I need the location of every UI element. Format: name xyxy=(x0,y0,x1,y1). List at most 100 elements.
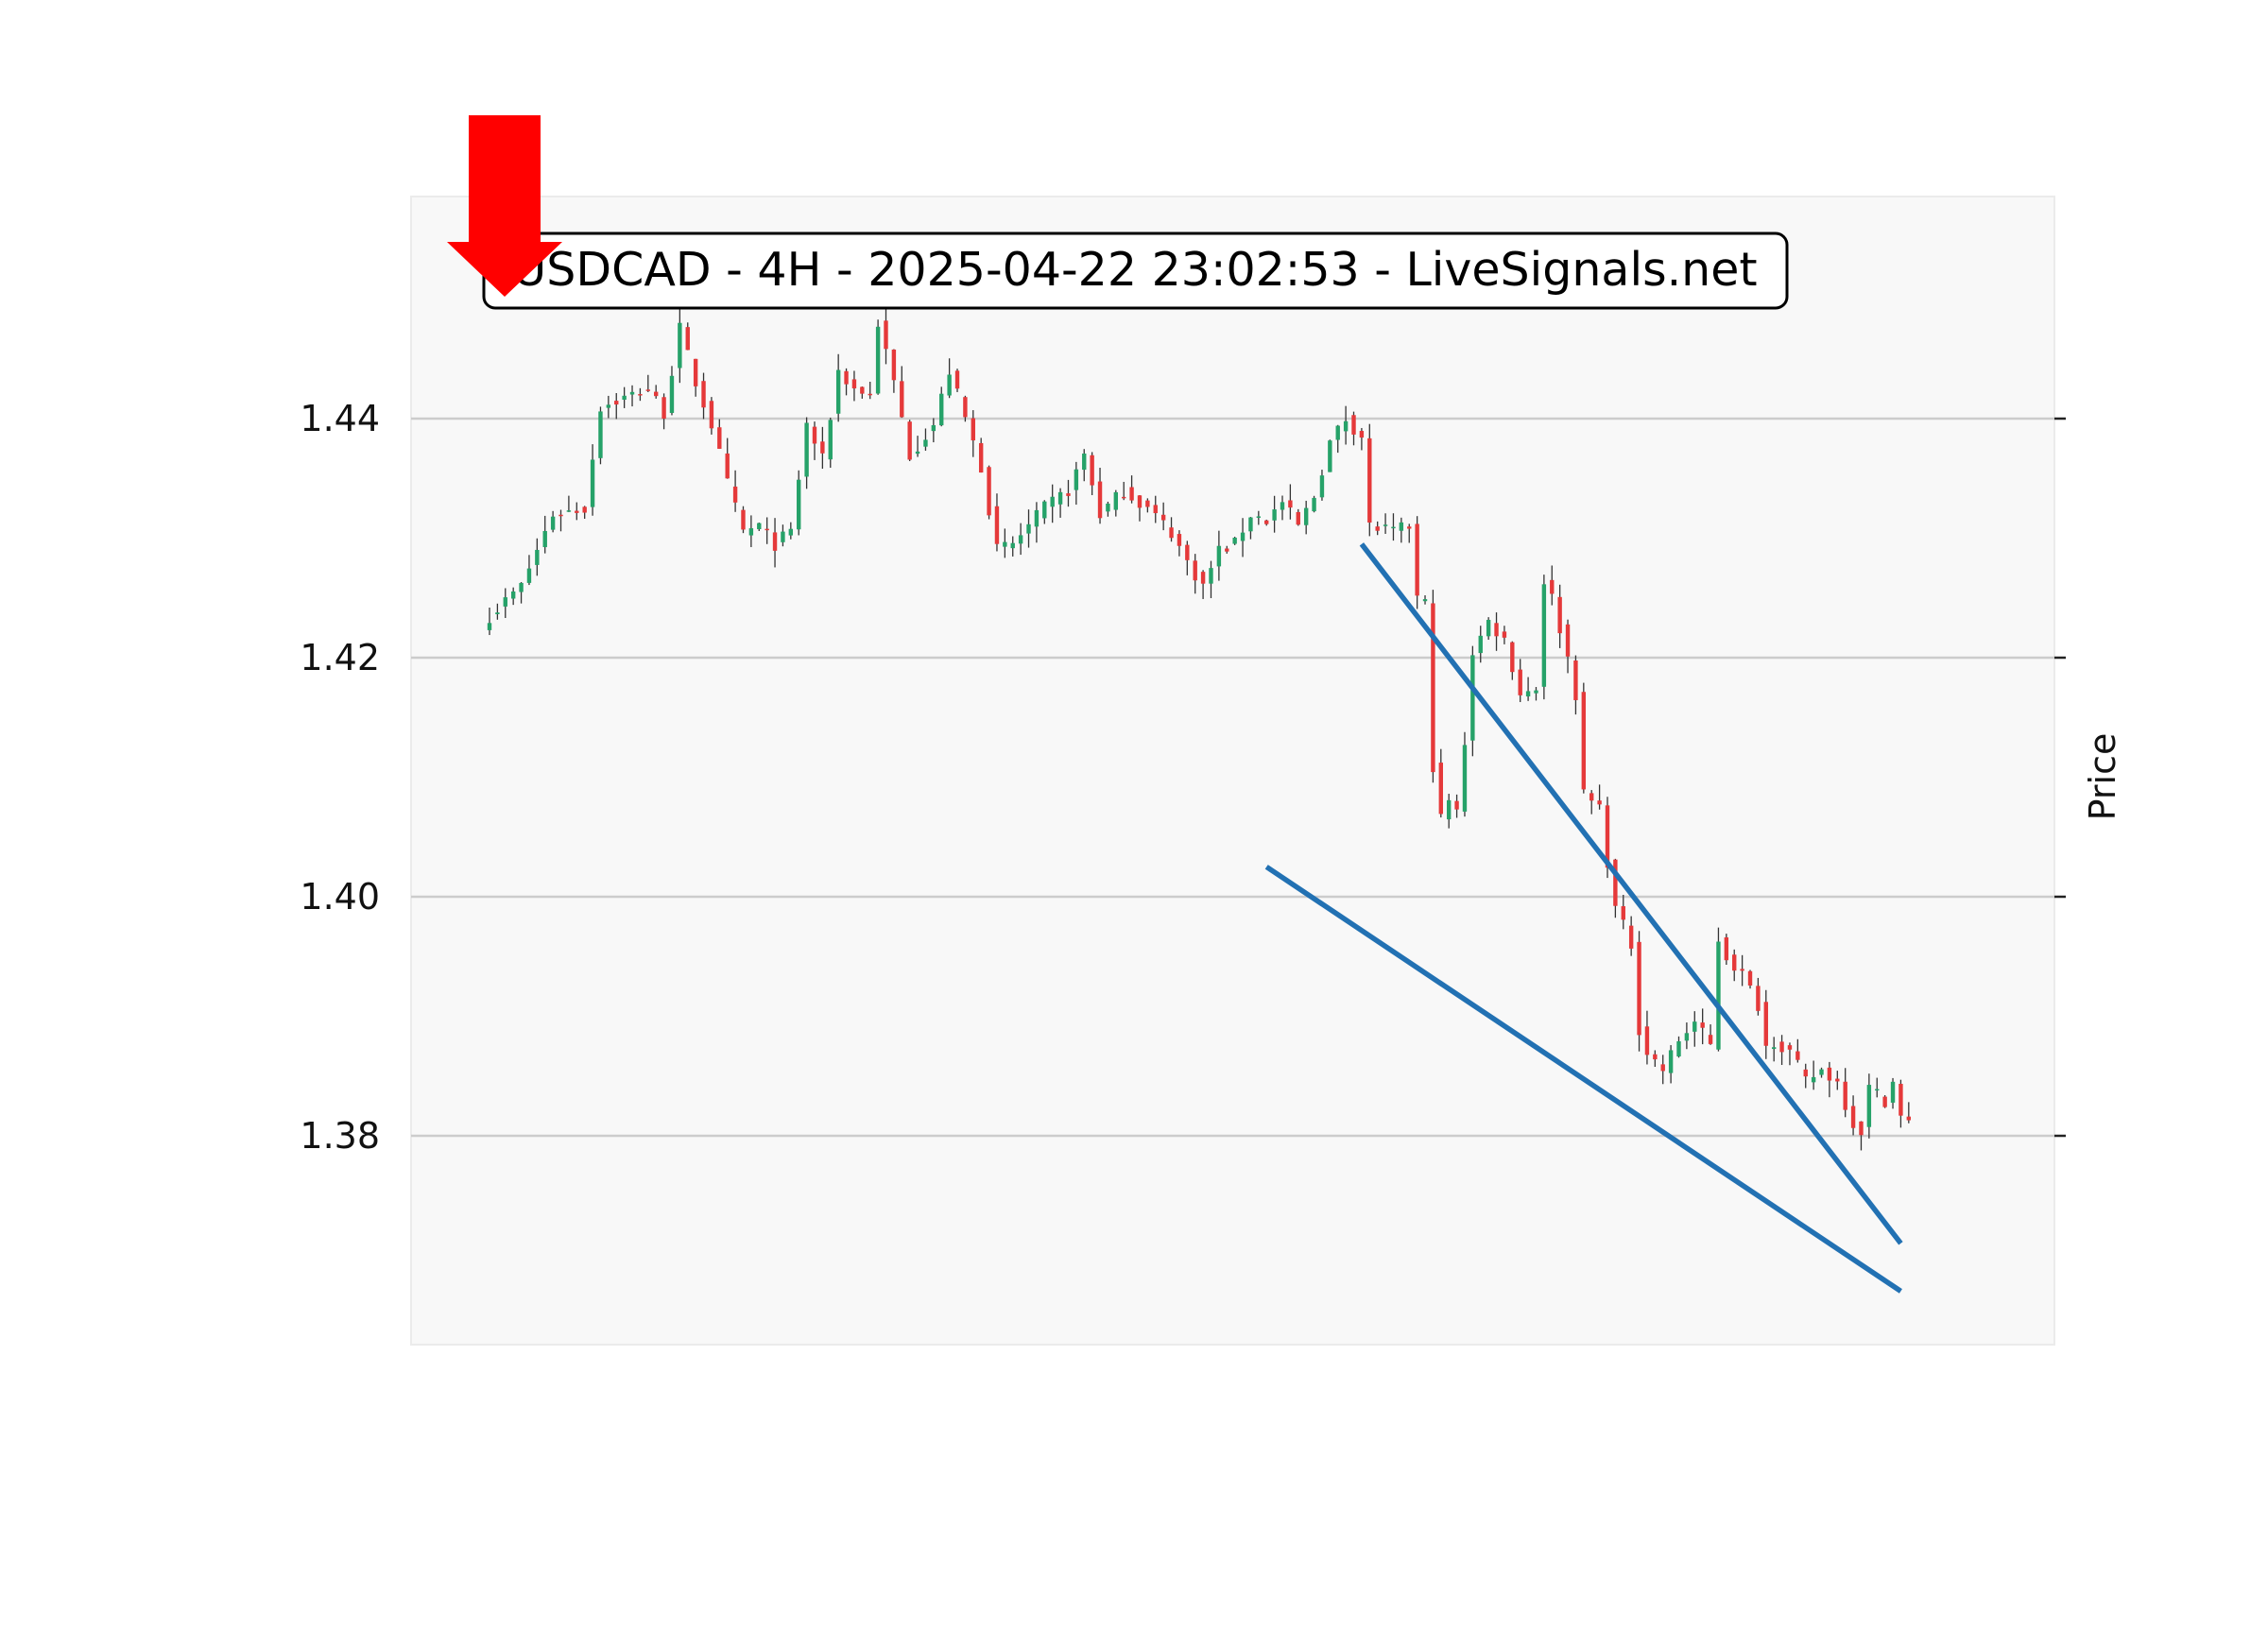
candle-body-down xyxy=(860,386,865,394)
candle-body-up xyxy=(1875,1089,1880,1091)
candle-body-up xyxy=(566,510,572,512)
candle-body-up xyxy=(1057,491,1063,505)
candle-body-down xyxy=(685,327,690,351)
candle-body-up xyxy=(1866,1085,1872,1127)
candle-body-down xyxy=(1732,954,1737,971)
candle-body-up xyxy=(748,528,754,536)
candle-body-up xyxy=(1534,690,1538,694)
candle-body-down xyxy=(1613,859,1618,906)
candle-body-down xyxy=(994,506,1000,544)
candle-body-down xyxy=(765,528,769,531)
candle-body-up xyxy=(1232,538,1237,544)
candle-body-up xyxy=(1771,1047,1777,1050)
y-tick-label: 1.42 xyxy=(300,637,380,678)
candle-body-down xyxy=(1145,500,1150,507)
candle-body-up xyxy=(1319,475,1325,498)
candle-body-down xyxy=(1160,514,1166,521)
candle-body-up xyxy=(1240,532,1246,541)
candle-body-down xyxy=(844,370,849,385)
candle-body-down xyxy=(653,391,659,397)
candle-body-up xyxy=(550,516,556,530)
candle-body-up xyxy=(1082,453,1087,471)
candle-body-down xyxy=(709,401,714,429)
candle-body-down xyxy=(1787,1045,1793,1050)
candle-body-up xyxy=(835,369,841,414)
candle-body-up xyxy=(797,479,801,530)
candle-body-down xyxy=(1747,970,1753,986)
candle-body-down xyxy=(1225,548,1229,552)
sell-arrow-shape xyxy=(447,115,562,297)
candle-body-up xyxy=(1272,509,1277,521)
candle-body-down xyxy=(868,393,872,396)
candle-body-down xyxy=(717,427,722,449)
candle-body-down xyxy=(1177,534,1182,546)
candle-body-up xyxy=(1462,745,1468,812)
candle-body-up xyxy=(519,582,524,592)
candle-body-down xyxy=(1122,496,1126,499)
candle-body-down xyxy=(638,394,643,396)
candle-body-down xyxy=(1628,925,1634,949)
candle-body-down xyxy=(772,532,778,551)
y-tick-label: 1.38 xyxy=(300,1115,380,1157)
candle-body-down xyxy=(1518,669,1522,695)
candle-body-down xyxy=(1288,500,1293,508)
candle-body-down xyxy=(1882,1096,1887,1107)
candle-body-down xyxy=(900,381,904,418)
candle-body-up xyxy=(1692,1021,1697,1032)
candle-body-up xyxy=(1819,1069,1824,1075)
candle-body-up xyxy=(510,591,516,599)
candle-body-up xyxy=(1343,420,1349,432)
candle-body-down xyxy=(1597,800,1602,805)
candle-body-down xyxy=(884,320,888,350)
candle-body-up xyxy=(1716,941,1721,1050)
candle-body-up xyxy=(1684,1033,1690,1041)
candle-body-down xyxy=(1843,1081,1847,1110)
candle-body-up xyxy=(1312,497,1316,512)
candle-body-up xyxy=(1003,541,1007,547)
candle-body-down xyxy=(1415,523,1419,596)
candle-body-down xyxy=(1200,572,1206,584)
trendline-lower xyxy=(1264,865,1902,1294)
candle-body-down xyxy=(1740,969,1744,971)
candle-body-down xyxy=(1502,631,1507,638)
candle-body-up xyxy=(931,424,936,432)
candle-body-down xyxy=(1589,793,1594,801)
candle-body-up xyxy=(1248,517,1253,532)
candle-body-down xyxy=(1066,493,1071,496)
candle-body-down xyxy=(1581,692,1587,790)
plot-area xyxy=(410,196,2055,1346)
candle-body-up xyxy=(1026,523,1031,534)
candle-body-up xyxy=(606,404,611,408)
candle-body-up xyxy=(542,530,547,548)
candle-body-down xyxy=(963,397,968,418)
candle-body-up xyxy=(669,375,675,414)
candle-body-up xyxy=(487,623,492,630)
candle-body-down xyxy=(725,453,730,479)
candle-body-down xyxy=(1438,763,1443,815)
candle-body-up xyxy=(923,439,928,447)
candle-body-down xyxy=(1724,937,1729,961)
candle-body-down xyxy=(1637,941,1641,1036)
candle-body-up xyxy=(1050,496,1055,507)
candle-body-down xyxy=(1557,596,1562,634)
candle-body-up xyxy=(598,411,603,458)
candle-body-down xyxy=(1644,1026,1650,1055)
candle-body-down xyxy=(1899,1084,1903,1116)
candle-body-up xyxy=(1280,502,1285,510)
candle-body-up xyxy=(1422,599,1428,602)
candle-body-up xyxy=(495,612,500,614)
candle-body-up xyxy=(804,422,809,477)
trendline-upper xyxy=(1359,542,1903,1245)
chart-title: USDCAD - 4H - 2025-04-22 23:02:53 - Live… xyxy=(482,232,1789,310)
candle-body-down xyxy=(1375,526,1380,531)
candle-body-down xyxy=(645,389,650,391)
candle-body-down xyxy=(1605,805,1610,868)
candle-body-down xyxy=(1153,505,1158,514)
candle-body-down xyxy=(1906,1116,1912,1121)
gridlines xyxy=(411,417,2054,1138)
y-tick-label: 1.44 xyxy=(300,398,380,439)
candle-body-down xyxy=(1090,455,1094,486)
candle-body-down xyxy=(1351,415,1356,435)
candle-body-down xyxy=(971,418,975,441)
